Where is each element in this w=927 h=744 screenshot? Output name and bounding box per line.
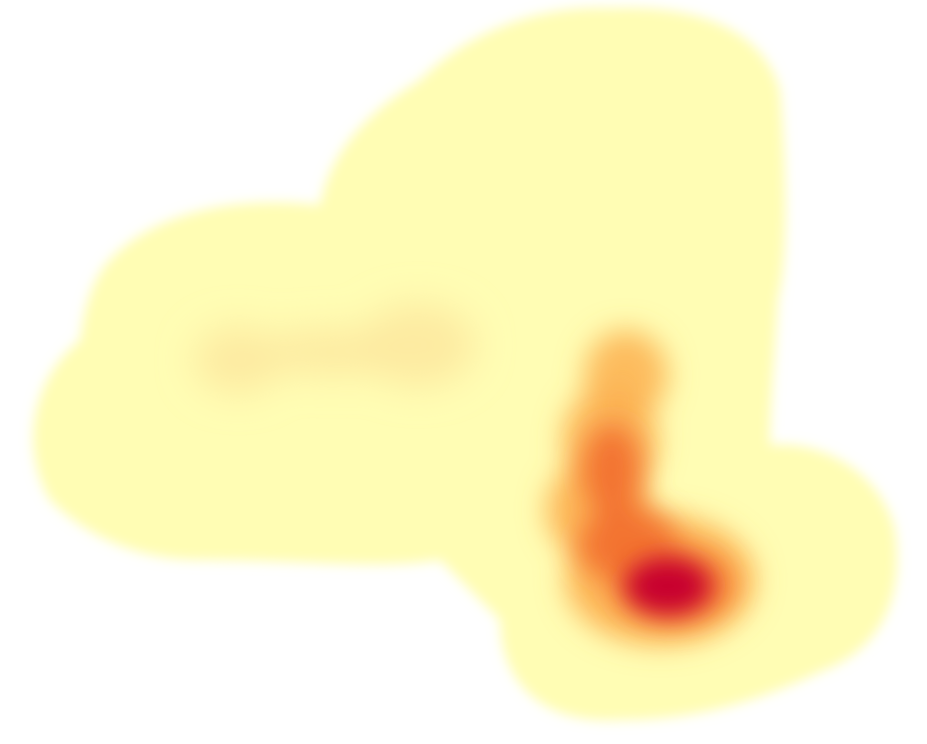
- density-cluster-west: [194, 303, 476, 394]
- density-peak: [626, 558, 710, 614]
